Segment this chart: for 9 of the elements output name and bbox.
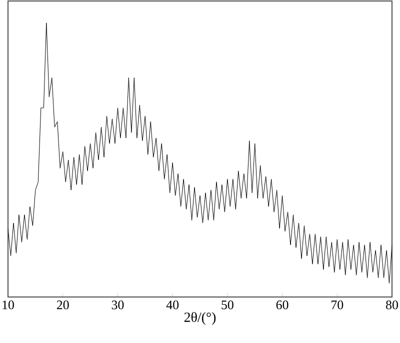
x-tick-label: 20 <box>56 300 69 310</box>
x-tick-label: 50 <box>222 300 234 310</box>
x-tick-label: 30 <box>112 300 124 310</box>
x-axis-title: 2θ/(°) <box>184 312 216 325</box>
x-tick-label: 80 <box>386 300 398 310</box>
x-tick-label: 40 <box>166 300 179 310</box>
x-tick-label: 10 <box>2 300 14 310</box>
x-tick-label: 70 <box>332 300 344 310</box>
x-tick-label: 60 <box>276 300 288 310</box>
